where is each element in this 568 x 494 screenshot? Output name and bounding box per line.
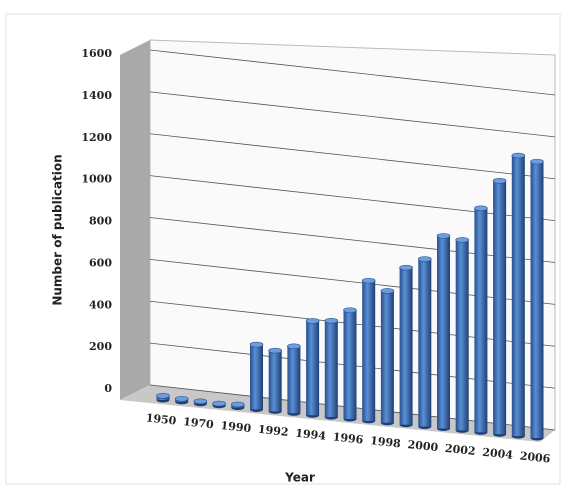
bar-top [436, 233, 451, 239]
x-tick-label: 2000 [407, 438, 439, 454]
bar [493, 180, 507, 435]
bar [268, 350, 282, 412]
bar-top [511, 152, 526, 159]
bar [437, 235, 450, 429]
bar-top [305, 318, 320, 324]
bar-top [455, 237, 470, 243]
bar-top [193, 398, 208, 405]
bar-top [492, 178, 507, 184]
bar-top [231, 401, 245, 408]
y-tick-label: 1200 [81, 131, 112, 144]
bar [511, 155, 525, 437]
bar-top [249, 341, 264, 348]
bar-top [174, 395, 189, 402]
grid-line [149, 49, 556, 96]
x-tick-label: 2002 [444, 442, 476, 458]
x-tick-label: 1992 [257, 423, 289, 439]
bar [530, 161, 544, 438]
bar-top [324, 317, 339, 324]
bar [418, 259, 432, 427]
y-tick-label: 0 [104, 382, 112, 395]
bar-top [474, 205, 488, 212]
x-tick-label: 1950 [145, 411, 177, 427]
bar [362, 280, 376, 421]
bar-top [343, 307, 357, 313]
bar-top [268, 347, 283, 354]
bar [455, 239, 469, 431]
bar-top [380, 288, 395, 294]
y-tick-label: 600 [89, 256, 112, 269]
y-tick-label: 200 [89, 340, 112, 353]
y-tick-label: 1600 [81, 47, 112, 60]
bar [399, 267, 413, 425]
bar [287, 346, 301, 414]
bar-top [417, 256, 432, 262]
x-tick-label: 1998 [370, 434, 402, 450]
grid-line [149, 133, 556, 180]
x-axis-title: Year [284, 471, 315, 485]
bar-top [399, 264, 413, 271]
x-tick-label: 1996 [332, 430, 364, 446]
bar-top [530, 158, 544, 165]
y-tick-label: 400 [89, 298, 112, 311]
bar-top [212, 400, 226, 407]
y-axis-title: Number of publication [51, 154, 65, 305]
bar-top [287, 343, 301, 350]
bar [306, 320, 320, 416]
grid-line [149, 217, 556, 263]
bar [343, 310, 357, 419]
x-tick-label: 2004 [482, 446, 514, 462]
x-tick-label: 1994 [295, 427, 327, 443]
y-tick-label: 1000 [81, 173, 112, 186]
y-tick-label: 1400 [81, 89, 112, 102]
bar [324, 320, 338, 418]
x-tick-label: 1990 [220, 419, 252, 435]
x-tick-label: 2006 [519, 449, 551, 465]
y-tick-label: 800 [89, 215, 112, 228]
bar-top [361, 277, 376, 284]
grid-line [149, 258, 556, 305]
bar-top [156, 393, 170, 399]
bar [380, 290, 394, 423]
grid-line [149, 175, 556, 222]
bar [474, 208, 488, 433]
grid-line [149, 91, 556, 138]
x-tick-label: 1970 [183, 415, 215, 431]
side-wall [120, 40, 150, 400]
bar [250, 344, 263, 410]
